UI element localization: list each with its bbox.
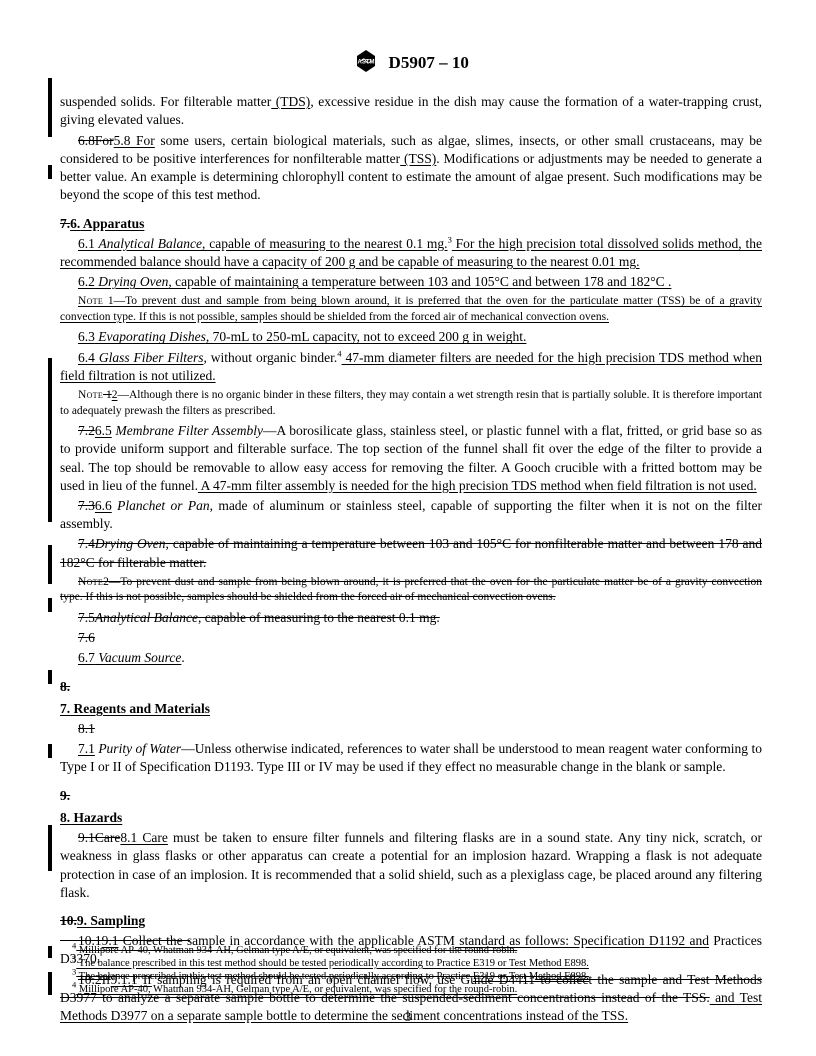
paragraph-old-7-6: 7.6 xyxy=(60,629,762,647)
paragraph-7-1: 7.1 Purity of Water—Unless otherwise ind… xyxy=(60,740,762,776)
change-bar xyxy=(48,93,52,137)
paragraph-6-5: 7.26.5 Membrane Filter Assembly—A borosi… xyxy=(60,422,762,495)
change-bar xyxy=(48,545,52,584)
change-bar xyxy=(48,78,52,93)
footnote-row: 3 The balance prescribed in this test me… xyxy=(60,970,762,983)
change-bar xyxy=(48,358,52,522)
paragraph-6-1: 6.1 Analytical Balance, capable of measu… xyxy=(60,235,762,271)
document-body: suspended solids. For filterable matter … xyxy=(60,93,762,1025)
page-container: ASTM D5907 – 10 suspended solids. For fi… xyxy=(0,0,816,1056)
page-number: 3 xyxy=(0,1009,816,1026)
paragraph-6-6: 7.36.6 Planchet or Pan, made of aluminum… xyxy=(60,497,762,533)
section-apparatus-title: 7.6. Apparatus xyxy=(60,215,762,233)
document-header: ASTM D5907 – 10 xyxy=(60,48,762,79)
section-hazards-title: 8. Hazards xyxy=(60,809,762,827)
paragraph-old-7-5: 7.5Analytical Balance, capable of measur… xyxy=(60,609,762,627)
change-bar xyxy=(48,946,52,958)
footnote-row: 4 Millipore AP-40, Whatman 934-AH, Gelma… xyxy=(60,983,762,996)
paragraph-8-1: 9.1Care8.1 Care must be taken to ensure … xyxy=(60,829,762,902)
change-bar xyxy=(48,825,52,871)
document-designation: D5907 – 10 xyxy=(389,52,469,75)
note-old-2: Note2—To prevent dust and sample from be… xyxy=(60,575,762,606)
paragraph-old-7-4: 7.4Drying Oven, capable of maintaining a… xyxy=(60,535,762,571)
change-bar xyxy=(48,670,52,684)
paragraph-6-7: 6.7 Vacuum Source. xyxy=(60,649,762,667)
paragraph-old-8-1: 8.1 xyxy=(60,720,762,738)
section-sampling-title: 10.9. Sampling xyxy=(60,912,762,930)
paragraph-6-2: 6.2 Drying Oven, capable of maintaining … xyxy=(60,273,762,291)
note-1: Note 1—To prevent dust and sample from b… xyxy=(60,294,762,325)
footnotes-block: 4 Millipore AP-40, Whatman 934-AH, Gelma… xyxy=(60,940,762,997)
paragraph-5-8: 6.8For5.8 For some users, certain biolog… xyxy=(60,132,762,205)
change-bar xyxy=(48,744,52,758)
svg-text:ASTM: ASTM xyxy=(358,60,375,66)
paragraph-5-7-cont: suspended solids. For filterable matter … xyxy=(60,93,762,129)
section-9-struck: 9. xyxy=(60,787,762,805)
note-2: Note 12—Although there is no organic bin… xyxy=(60,388,762,419)
footnote-rule xyxy=(60,940,190,941)
footnote-row: 4 Millipore AP-40, Whatman 934-AH, Gelma… xyxy=(60,944,762,957)
section-8-struck: 8. xyxy=(60,678,762,696)
footnote-row: 3 The balance prescribed in this test me… xyxy=(60,957,762,970)
section-reagents-title: 7. Reagents and Materials xyxy=(60,700,762,718)
change-bar xyxy=(48,972,52,995)
paragraph-6-4: 6.4 Glass Fiber Filters, without organic… xyxy=(60,349,762,385)
paragraph-6-3: 6.3 Evaporating Dishes, 70-mL to 250-mL … xyxy=(60,328,762,346)
change-bar xyxy=(48,598,52,612)
astm-logo-icon: ASTM xyxy=(353,48,379,79)
change-bar xyxy=(48,165,52,179)
